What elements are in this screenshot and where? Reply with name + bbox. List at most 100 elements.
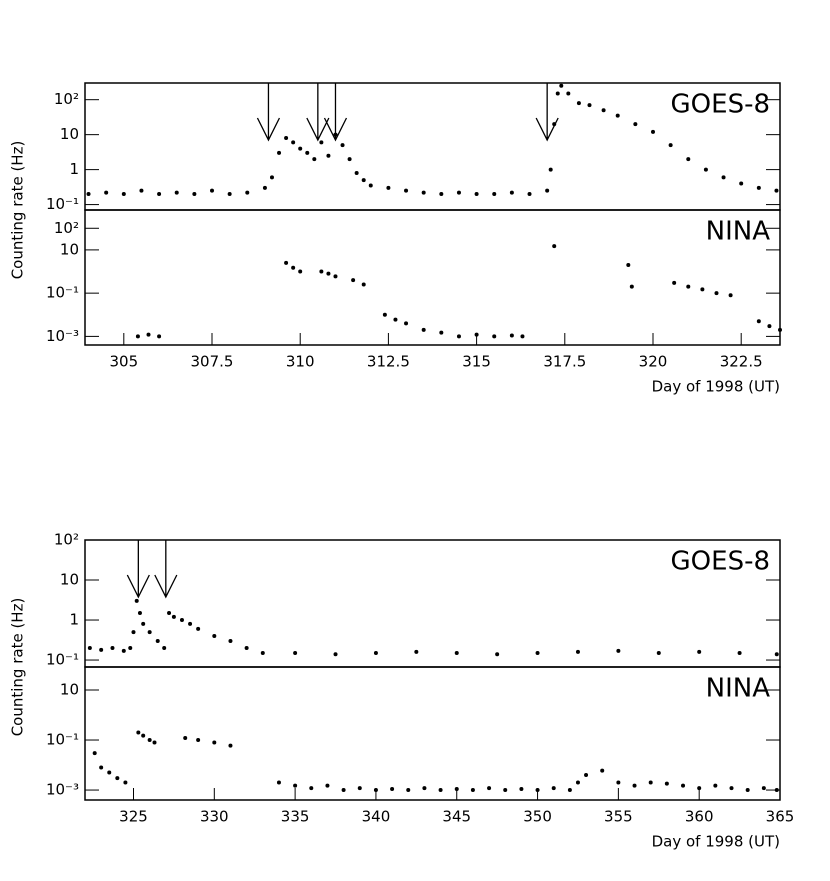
data-point: [107, 770, 112, 775]
data-point: [141, 621, 146, 626]
y-tick-label: 10⁻³: [46, 781, 79, 799]
data-point: [438, 788, 443, 793]
data-point: [262, 185, 267, 190]
data-point: [495, 652, 500, 657]
data-point: [228, 638, 233, 643]
data-point: [276, 780, 281, 785]
data-point: [139, 188, 144, 193]
data-point: [361, 178, 366, 183]
data-point: [535, 788, 540, 793]
data-point: [650, 129, 655, 134]
y-tick-label: 10⁻¹: [46, 731, 79, 749]
data-point: [212, 633, 217, 638]
x-tick-label: 312.5: [367, 353, 410, 371]
data-point: [123, 780, 128, 785]
y-tick-label: 10: [60, 571, 79, 589]
y-axis-label: Counting rate (Hz): [9, 598, 27, 737]
data-point: [439, 330, 444, 335]
y-tick-label: 10²: [54, 90, 79, 108]
data-point: [135, 334, 140, 339]
data-point: [121, 192, 126, 197]
data-point: [615, 113, 620, 118]
data-point: [548, 167, 553, 172]
data-point: [347, 157, 352, 162]
data-point: [575, 649, 580, 654]
data-point: [745, 788, 750, 793]
data-point: [87, 645, 92, 650]
data-point: [155, 638, 160, 643]
data-point: [756, 185, 761, 190]
data-point: [686, 284, 691, 289]
data-point: [277, 150, 282, 155]
data-point: [555, 91, 560, 96]
data-point: [492, 334, 497, 339]
data-point: [713, 783, 718, 788]
data-point: [298, 269, 303, 274]
y-tick-label: 10⁻³: [46, 327, 79, 345]
data-point: [162, 645, 167, 650]
data-point: [454, 650, 459, 655]
data-point: [293, 650, 298, 655]
data-point: [697, 649, 702, 654]
data-point: [341, 788, 346, 793]
data-point: [487, 786, 492, 791]
data-point: [260, 650, 265, 655]
x-tick-label: 365: [766, 808, 795, 826]
data-point: [141, 733, 146, 738]
data-point: [183, 736, 188, 741]
data-point: [86, 192, 91, 197]
y-tick-label: 10: [60, 680, 79, 698]
data-point: [567, 788, 572, 793]
data-point: [293, 783, 298, 788]
data-point: [474, 332, 479, 337]
y-tick-label: 10: [60, 240, 79, 258]
data-point: [767, 324, 772, 329]
data-point: [761, 786, 766, 791]
data-point: [575, 780, 580, 785]
data-point: [626, 263, 631, 268]
data-point: [566, 91, 571, 96]
data-point: [454, 787, 459, 792]
data-point: [309, 786, 314, 791]
x-tick-label: 305: [109, 353, 138, 371]
y-tick-label: 1: [69, 611, 79, 629]
data-point: [373, 650, 378, 655]
x-tick-label: 322.5: [720, 353, 763, 371]
event-arrow: [306, 83, 330, 142]
data-point: [167, 610, 172, 615]
data-point: [739, 181, 744, 186]
data-point: [600, 768, 605, 773]
data-point: [305, 150, 310, 155]
data-point: [700, 287, 705, 292]
data-point: [291, 265, 296, 270]
data-point: [298, 146, 303, 151]
data-point: [587, 103, 592, 108]
data-point: [361, 282, 366, 287]
x-tick-label: 355: [604, 808, 633, 826]
data-point: [509, 190, 514, 195]
data-point: [134, 598, 139, 603]
data-point: [474, 192, 479, 197]
data-point: [681, 783, 686, 788]
data-point: [340, 143, 345, 148]
data-point: [357, 786, 362, 791]
panel-label: GOES-8: [671, 547, 770, 577]
x-tick-label: 320: [639, 353, 668, 371]
data-point: [319, 140, 324, 145]
data-point: [390, 787, 395, 792]
data-point: [92, 751, 97, 756]
x-tick-label: 325: [119, 808, 148, 826]
data-point: [686, 157, 691, 162]
panel-label: GOES-8: [671, 90, 770, 120]
data-point: [601, 108, 606, 113]
data-point: [188, 621, 193, 626]
data-point: [319, 269, 324, 274]
data-point: [697, 786, 702, 791]
panel-frame: [84, 209, 781, 346]
data-point: [774, 652, 779, 657]
x-axis-label: Day of 1998 (UT): [652, 833, 780, 851]
x-tick-label: 315: [462, 353, 491, 371]
data-point: [616, 648, 621, 653]
y-tick-label: 10⁻¹: [46, 651, 79, 669]
